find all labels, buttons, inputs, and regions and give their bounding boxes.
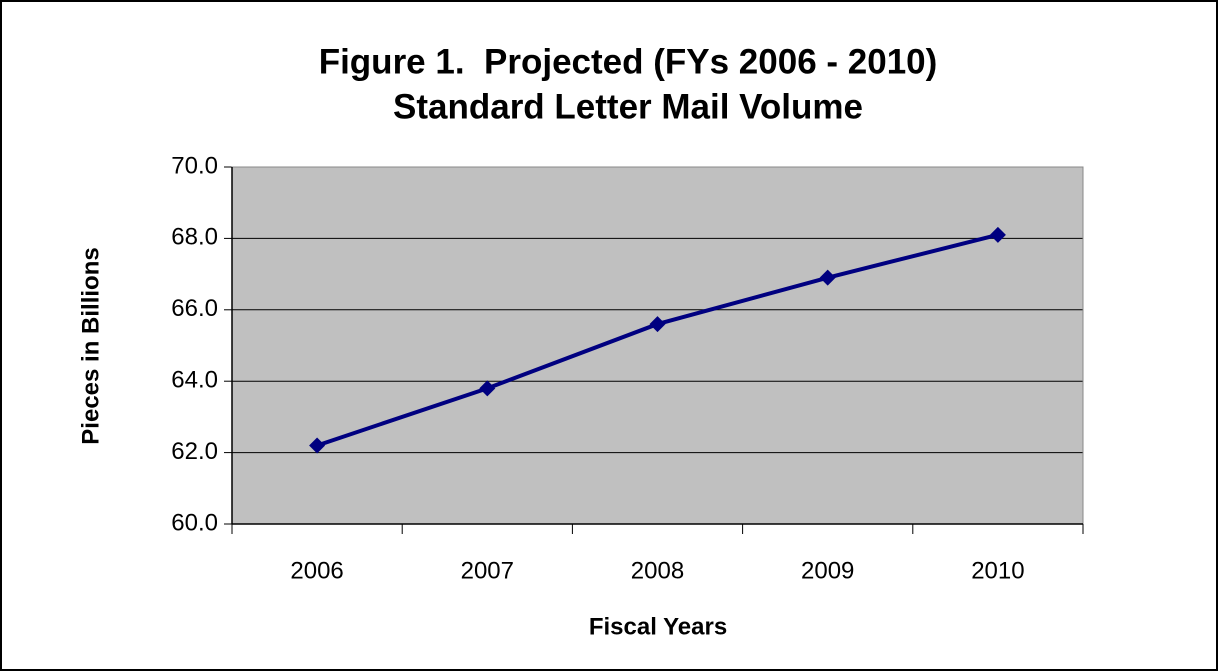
y-tick-label: 64.0 (171, 367, 218, 394)
x-tick-label: 2009 (801, 557, 854, 584)
chart-title: Figure 1. Projected (FYs 2006 - 2010) (319, 42, 938, 81)
chart-title: Standard Letter Mail Volume (393, 87, 863, 126)
y-axis-label: Pieces in Billions (77, 247, 104, 444)
x-tick-label: 2007 (461, 557, 514, 584)
y-tick-label: 60.0 (171, 509, 218, 536)
x-tick-label: 2010 (971, 557, 1024, 584)
plot-area (232, 167, 1083, 524)
data-marker (819, 269, 836, 286)
y-tick-label: 68.0 (171, 224, 218, 251)
data-marker (989, 226, 1006, 243)
y-tick-label: 70.0 (171, 152, 218, 179)
data-marker (649, 316, 666, 333)
y-tick-label: 62.0 (171, 438, 218, 465)
y-tick-label: 66.0 (171, 295, 218, 322)
x-axis-label: Fiscal Years (589, 613, 727, 640)
x-tick-label: 2008 (631, 557, 684, 584)
x-tick-label: 2006 (290, 557, 343, 584)
data-marker (309, 437, 326, 454)
data-marker (479, 380, 496, 397)
